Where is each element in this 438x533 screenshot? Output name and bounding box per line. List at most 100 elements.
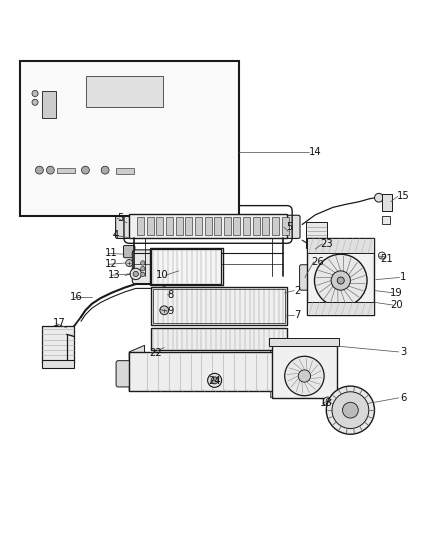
Circle shape [323, 397, 332, 406]
FancyBboxPatch shape [124, 246, 135, 258]
Text: 12: 12 [105, 260, 118, 269]
Circle shape [374, 193, 383, 202]
Text: 1: 1 [400, 272, 406, 282]
Bar [86, 76, 163, 107]
Text: 8: 8 [168, 290, 174, 300]
Circle shape [141, 266, 145, 271]
FancyBboxPatch shape [116, 361, 134, 387]
Text: 4: 4 [113, 230, 119, 240]
FancyBboxPatch shape [132, 250, 153, 284]
FancyBboxPatch shape [65, 181, 97, 209]
Bar [282, 217, 289, 235]
FancyBboxPatch shape [76, 66, 174, 116]
Bar [382, 216, 390, 224]
Text: 9: 9 [168, 306, 174, 316]
Circle shape [378, 252, 385, 259]
Bar [243, 217, 250, 235]
Text: 14: 14 [309, 147, 321, 157]
Bar [151, 287, 287, 325]
Circle shape [126, 260, 133, 266]
Text: 17: 17 [53, 318, 66, 328]
Circle shape [35, 166, 43, 174]
Circle shape [81, 166, 89, 174]
Circle shape [130, 268, 141, 280]
Bar [156, 217, 163, 235]
Bar [129, 352, 289, 391]
Circle shape [208, 374, 222, 387]
Bar [224, 217, 231, 235]
FancyBboxPatch shape [26, 77, 71, 134]
Bar [272, 345, 337, 398]
FancyBboxPatch shape [101, 181, 133, 209]
Bar [151, 249, 221, 284]
Bar [272, 217, 279, 235]
FancyBboxPatch shape [20, 157, 230, 216]
Circle shape [314, 254, 367, 307]
FancyBboxPatch shape [26, 163, 224, 211]
Circle shape [285, 356, 324, 395]
Circle shape [331, 271, 350, 290]
FancyBboxPatch shape [284, 215, 300, 238]
Bar [307, 238, 374, 314]
Bar [195, 217, 202, 235]
Circle shape [32, 91, 38, 96]
Bar [306, 222, 327, 248]
Circle shape [141, 261, 145, 265]
Text: 11: 11 [105, 248, 118, 259]
Text: 23: 23 [320, 239, 332, 249]
Circle shape [298, 370, 311, 382]
Text: 3: 3 [400, 347, 406, 357]
Circle shape [32, 99, 38, 106]
Bar [147, 217, 154, 235]
Bar [116, 168, 134, 174]
Text: 2: 2 [295, 286, 301, 296]
Bar [150, 248, 223, 285]
Circle shape [343, 402, 358, 418]
Text: 5: 5 [286, 222, 292, 232]
Circle shape [101, 166, 109, 174]
Text: 19: 19 [390, 288, 403, 298]
Text: 10: 10 [156, 270, 168, 280]
Bar [166, 217, 173, 235]
Text: 13: 13 [108, 270, 120, 280]
Text: 18: 18 [320, 398, 332, 408]
Text: 6: 6 [400, 393, 406, 403]
Circle shape [46, 166, 54, 174]
Circle shape [211, 377, 218, 384]
Bar [233, 217, 240, 235]
Bar [269, 338, 339, 346]
FancyBboxPatch shape [29, 181, 61, 209]
Text: 5: 5 [117, 213, 124, 223]
Bar [185, 217, 192, 235]
FancyBboxPatch shape [300, 265, 311, 290]
Circle shape [141, 272, 145, 277]
Bar [42, 326, 74, 363]
Text: 24: 24 [208, 376, 221, 386]
Bar [253, 217, 260, 235]
Bar [262, 217, 269, 235]
Bar [205, 217, 212, 235]
Bar [151, 328, 287, 350]
Polygon shape [271, 343, 274, 398]
Bar [176, 217, 183, 235]
Text: 22: 22 [149, 348, 162, 358]
FancyBboxPatch shape [165, 181, 194, 209]
Text: 26: 26 [311, 257, 324, 267]
Bar [382, 194, 392, 211]
Bar [307, 238, 374, 253]
Text: 7: 7 [295, 310, 301, 320]
Bar [57, 167, 75, 173]
Circle shape [133, 271, 138, 277]
FancyBboxPatch shape [201, 181, 221, 206]
Polygon shape [129, 345, 145, 391]
Text: 21: 21 [380, 254, 393, 264]
Text: 15: 15 [396, 191, 410, 201]
Bar [137, 217, 144, 235]
Bar [214, 217, 221, 235]
Bar [153, 289, 285, 323]
Text: 16: 16 [70, 292, 83, 302]
Circle shape [337, 277, 344, 284]
Bar [42, 360, 74, 368]
Text: 20: 20 [390, 300, 403, 310]
FancyBboxPatch shape [116, 215, 131, 238]
